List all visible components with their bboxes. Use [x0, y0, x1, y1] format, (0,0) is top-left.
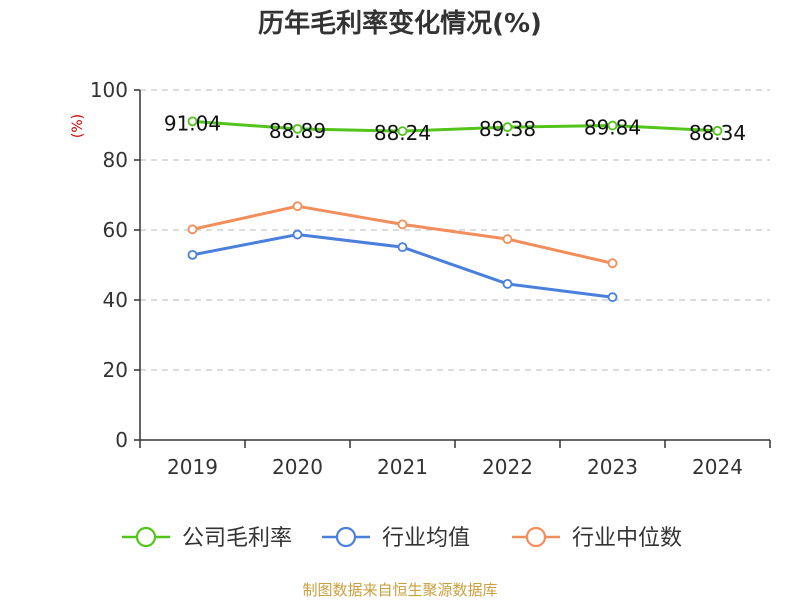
grid-lines — [140, 89, 770, 371]
y-tick-label: 100 — [90, 78, 128, 102]
legend-label: 公司毛利率 — [182, 526, 292, 551]
x-tick-label: 2020 — [272, 455, 323, 479]
legend-marker-icon — [135, 526, 157, 548]
series-point[interactable] — [397, 242, 408, 253]
series-line-0 — [192, 119, 718, 133]
legend-marker-icon — [335, 526, 357, 548]
y-tick-label: 0 — [115, 428, 128, 452]
y-tick-label: 40 — [103, 288, 128, 312]
legend-item[interactable]: 行业均值 — [322, 526, 470, 551]
data-label: 88.89 — [269, 119, 326, 143]
series-point[interactable] — [187, 224, 198, 235]
legend-label: 行业均值 — [382, 526, 470, 551]
series-point[interactable] — [292, 229, 303, 240]
series-point[interactable] — [397, 219, 408, 230]
series-point[interactable] — [607, 292, 618, 303]
data-label: 88.34 — [689, 121, 746, 145]
axes: 0 20 40 60 80 100 2019 2020 2021 2022 2023 2024 — [90, 78, 771, 479]
data-label: 88.24 — [374, 121, 431, 145]
series-point[interactable] — [187, 116, 198, 127]
series-point[interactable] — [187, 249, 198, 260]
x-tick-label: 2022 — [482, 455, 533, 479]
series-point[interactable] — [607, 120, 618, 131]
y-tick-label: 20 — [103, 358, 128, 382]
legend-label: 行业中位数 — [572, 526, 682, 551]
x-tick-label: 2024 — [692, 455, 743, 479]
legend-item[interactable]: 公司毛利率 — [122, 526, 292, 551]
x-tick-label: 2023 — [587, 455, 638, 479]
series-point[interactable] — [397, 126, 408, 137]
chart-title: 历年毛利率变化情况(%) — [258, 8, 542, 39]
series-point[interactable] — [292, 123, 303, 134]
series-point[interactable] — [502, 234, 513, 245]
series-point[interactable] — [502, 122, 513, 133]
data-label: 91.04 — [164, 111, 221, 135]
series-line-2 — [192, 204, 613, 265]
series-point[interactable] — [607, 258, 618, 269]
source-note: 制图数据来自恒生聚源数据库 — [302, 581, 497, 599]
legend-item[interactable]: 行业中位数 — [512, 526, 682, 551]
data-label: 89.38 — [479, 117, 536, 141]
x-tick-label: 2021 — [377, 455, 428, 479]
series-point[interactable] — [292, 201, 303, 212]
series-point[interactable] — [502, 278, 513, 289]
y-axis-label: (%) — [70, 114, 86, 138]
y-tick-label: 60 — [103, 218, 128, 242]
legend-marker-icon — [525, 526, 547, 548]
series-layer — [187, 116, 723, 303]
y-tick-label: 80 — [103, 148, 128, 172]
legend: 公司毛利率 行业均值 行业中位数 — [122, 526, 682, 551]
x-tick-label: 2019 — [167, 455, 218, 479]
series-point[interactable] — [712, 125, 723, 136]
data-labels: 91.04 88.89 88.24 89.38 89.84 88.34 — [164, 111, 746, 145]
data-label: 89.84 — [584, 116, 641, 140]
